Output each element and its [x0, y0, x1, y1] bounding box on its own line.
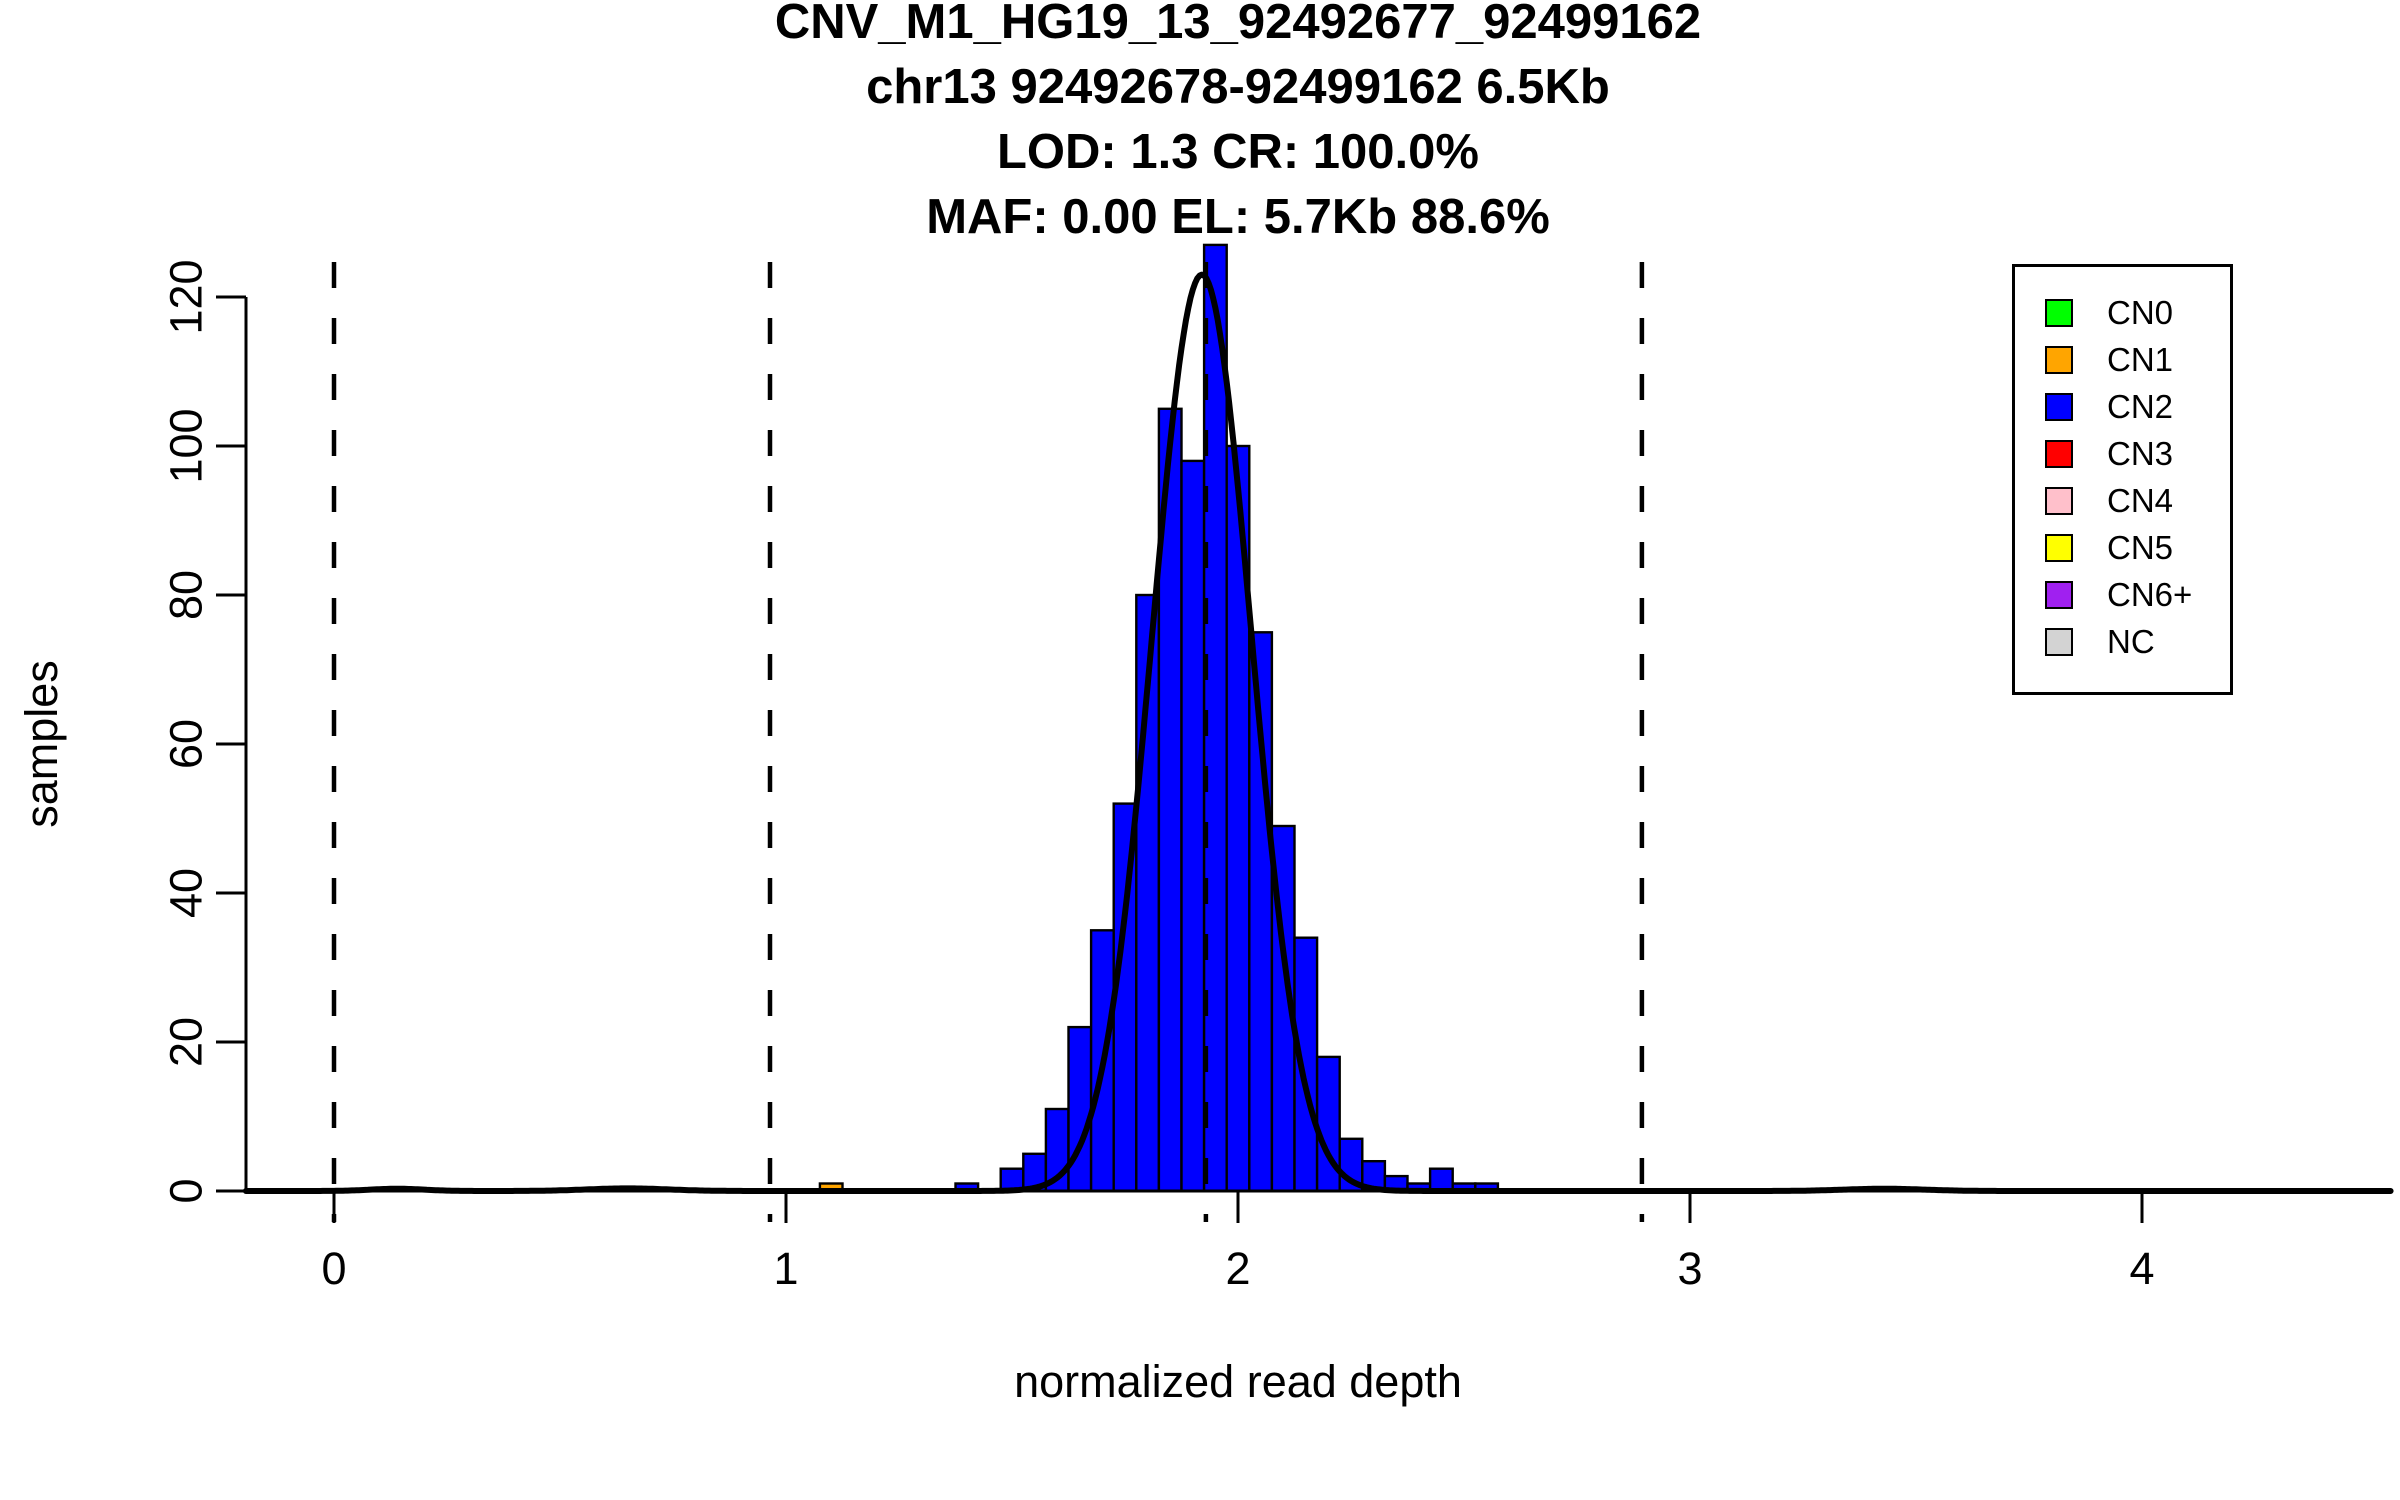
- legend-swatch-cn5: [2045, 533, 2073, 562]
- y-tick-label: 120: [160, 259, 212, 335]
- x-axis-title: normalized read depth: [1014, 1356, 1462, 1407]
- plot-title-line-3: LOD: 1.3 CR: 100.0%: [997, 125, 1479, 179]
- legend: CN0 CN1 CN2 CN3 CN4 CN5 CN6+ NC: [2012, 264, 2233, 695]
- legend-label: CN0: [2107, 293, 2174, 331]
- y-tick-label: 80: [160, 569, 212, 621]
- legend-swatch-nc: [2045, 627, 2073, 656]
- legend-swatch-cn0: [2045, 298, 2073, 327]
- legend-label: CN4: [2107, 481, 2174, 519]
- x-tick-label: 3: [1677, 1243, 1703, 1294]
- y-tick-label: 60: [160, 718, 212, 770]
- plot-title-line-1: CNV_M1_HG19_13_92492677_92499162: [774, 0, 1702, 49]
- legend-item-cn4: CN4: [2015, 477, 2230, 524]
- histogram-bar-cn2: [1428, 1167, 1454, 1193]
- plot-title-line-4: MAF: 0.00 EL: 5.7Kb 88.6%: [926, 190, 1550, 244]
- y-tick-label: 20: [160, 1016, 212, 1068]
- legend-label: CN2: [2107, 387, 2174, 425]
- y-axis-title: samples: [16, 660, 67, 828]
- legend-label: CN5: [2107, 528, 2174, 566]
- gaussian-fit-curve: [242, 271, 2394, 1194]
- legend-label: CN1: [2107, 340, 2174, 378]
- legend-item-cn0: CN0: [2015, 289, 2230, 336]
- plot-title-line-2: chr13 92492678-92499162 6.5Kb: [866, 60, 1610, 114]
- histogram-bar-cn2: [1067, 1025, 1093, 1193]
- y-tick-label: 0: [160, 1178, 212, 1204]
- legend-label: CN3: [2107, 434, 2174, 472]
- legend-swatch-cn3: [2045, 439, 2073, 468]
- y-tick-label: 40: [160, 867, 212, 919]
- legend-swatch-cn4: [2045, 486, 2073, 515]
- histogram-bar-cn2: [1180, 459, 1206, 1193]
- legend-item-cn5: CN5: [2015, 524, 2230, 571]
- y-tick-label: 100: [160, 408, 212, 484]
- legend-item-cn1: CN1: [2015, 336, 2230, 383]
- legend-item-cn2: CN2: [2015, 383, 2230, 430]
- legend-swatch-cn6plus: [2045, 580, 2073, 609]
- legend-label: CN6+: [2107, 575, 2193, 613]
- x-tick-label: 0: [321, 1243, 347, 1294]
- x-tick-label: 2: [1225, 1243, 1251, 1294]
- legend-item-nc: NC: [2015, 618, 2230, 665]
- legend-item-cn3: CN3: [2015, 430, 2230, 477]
- legend-swatch-cn2: [2045, 392, 2073, 421]
- x-tick-label: 1: [773, 1243, 799, 1294]
- legend-label: NC: [2107, 622, 2155, 660]
- x-tick-label: 4: [2129, 1243, 2155, 1294]
- legend-item-cn6plus: CN6+: [2015, 571, 2230, 618]
- legend-swatch-cn1: [2045, 345, 2073, 374]
- plot-title: CNV_M1_HG19_13_92492677_92499162 chr13 9…: [238, 0, 2238, 250]
